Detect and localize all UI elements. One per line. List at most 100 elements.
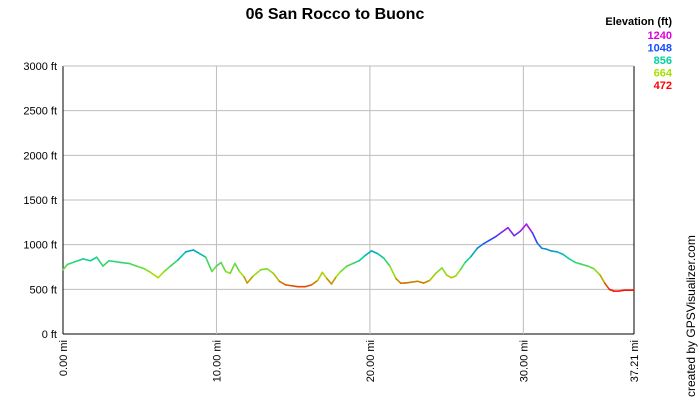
x-tick-label: 20.00 mi [365,340,377,382]
profile-segment [536,242,543,250]
profile-segment [545,248,552,252]
profile-segment [395,277,402,284]
profile-segment [82,258,92,262]
profile-segment [290,284,299,288]
profile-segment [382,257,391,267]
y-tick-label: 1500 ft [23,195,57,207]
profile-segment [587,265,595,270]
profile-segment [62,263,69,271]
profile-segment [66,260,77,266]
profile-segment [220,261,227,273]
profile-segment [339,265,348,273]
profile-segment [243,276,248,284]
profile-segment [531,232,538,244]
x-axis-ticks: 0.00 mi 10.00 mi 20.00 mi 30.00 mi 37.21 mi [58,340,641,382]
elevation-profile [62,223,635,292]
profile-segment [74,258,84,263]
profile-segment [335,270,342,278]
y-tick-label: 3000 ft [23,61,57,73]
profile-segment [494,231,503,238]
profile-segment [507,226,515,237]
profile-segment [556,251,565,256]
x-tick-label: 10.00 mi [211,340,223,382]
profile-segment [238,270,245,278]
y-tick-label: 500 ft [29,284,57,296]
profile-segment [370,250,379,255]
profile-segment [149,271,159,279]
profile-segment [114,260,123,264]
profile-segment [410,280,419,283]
profile-segment [455,268,462,277]
profile-segment [260,267,268,271]
profile-segment [608,288,615,292]
profile-segment [157,270,166,279]
profile-segment [284,284,293,287]
profile-segment [177,251,187,261]
profile-segment [246,275,255,284]
profile-segment [128,262,138,267]
profile-segment [593,267,601,276]
profile-segment [574,261,583,266]
profile-segment [364,250,373,257]
profile-segment [169,259,179,267]
x-tick-label: 30.00 mi [518,340,530,382]
profile-segment [389,265,397,280]
credit-text: created by GPSVisualizer.com [684,235,698,397]
profile-segment [163,265,172,273]
legend-value: 472 [654,80,672,92]
profile-segment [204,256,213,273]
profile-segment [470,247,479,258]
profile-segment [184,249,195,253]
profile-segment [135,265,146,270]
profile-segment [215,261,222,267]
profile-segment [488,235,497,241]
profile-segment [234,262,241,273]
profile-segment [143,267,152,274]
profile-segment [352,259,360,265]
profile-segment [550,250,558,253]
profile-segment [95,256,104,267]
profile-segment [229,262,236,275]
profile-segment [278,280,287,286]
grid [62,65,635,335]
legend-value: 856 [654,55,672,67]
profile-segment [211,265,218,273]
profile-segment [272,272,281,283]
profile-segment [501,226,509,233]
profile-segment [316,271,324,282]
profile-segment [224,270,232,275]
profile-segment [326,277,333,285]
profile-segment [330,276,337,285]
profile-segment [562,253,571,260]
profile-segment [108,259,116,263]
profile-segment [102,259,110,267]
profile-segment [416,280,425,284]
legend-value: 664 [654,68,673,80]
profile-segment [580,263,589,267]
profile-segment [525,223,534,234]
x-tick-label: 0.00 mi [58,340,70,376]
profile-segment [310,279,319,286]
profile-segment [198,252,207,258]
profile-segment [376,252,385,259]
y-tick-label: 2000 ft [23,150,57,162]
profile-segment [445,274,453,279]
profile-segment [358,254,367,262]
profile-segment [464,255,472,264]
profile-segment [428,272,437,282]
profile-segment [252,268,262,277]
profile-segment [266,267,275,275]
profile-segment [482,239,491,245]
profile-segment [192,249,201,255]
profile-segment [617,289,626,292]
profile-segment [476,242,485,250]
legend-value: 1048 [648,43,672,55]
profile-segment [321,271,328,280]
y-tick-label: 0 ft [42,329,57,341]
legend-title: Elevation (ft) [605,16,672,28]
profile-segment [441,267,448,276]
profile-segment [568,258,577,264]
profile-segment [404,281,413,284]
x-tick-label: 37.21 mi [629,340,641,382]
